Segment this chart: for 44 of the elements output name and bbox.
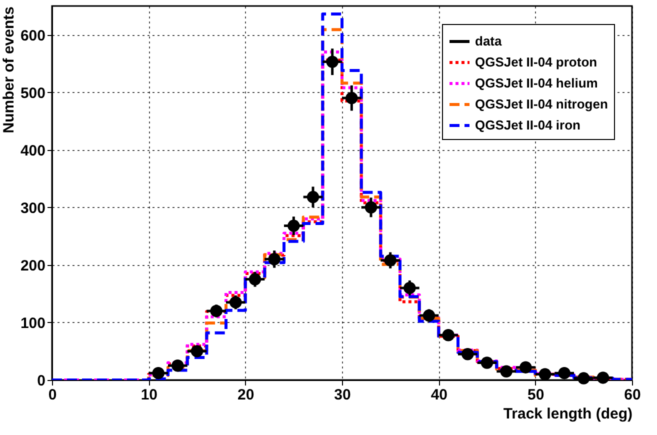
point [210, 304, 222, 318]
y-tick-label: 500 [20, 84, 46, 102]
point [190, 345, 204, 358]
point [500, 365, 512, 378]
x-tick-label: 40 [430, 386, 448, 404]
point [288, 220, 300, 232]
point [248, 273, 262, 286]
point [230, 296, 242, 308]
legend-label: QGSJet II-04 iron [475, 118, 581, 132]
point [152, 366, 164, 380]
x-tick-label: 10 [140, 386, 158, 404]
point [462, 348, 474, 360]
point [268, 253, 280, 266]
point [172, 360, 184, 372]
point [306, 190, 320, 204]
point [384, 254, 396, 266]
legend-label: QGSJet II-04 proton [475, 54, 598, 70]
point [480, 356, 494, 369]
point [558, 366, 570, 380]
point [422, 309, 436, 322]
point [442, 329, 454, 342]
y-tick-label: 300 [20, 200, 46, 217]
x-tick-label: 50 [527, 386, 544, 404]
legend-label: data [475, 34, 502, 48]
point [578, 372, 590, 384]
x-tick-label: 60 [624, 386, 641, 404]
y-tick-label: 200 [20, 257, 46, 274]
point [520, 361, 532, 374]
point [538, 368, 552, 380]
x-tick-label: 30 [334, 386, 351, 404]
x-axis-title: Track length (deg) [503, 406, 632, 422]
y-tick-label: 0 [37, 372, 46, 390]
y-tick-label: 100 [20, 314, 46, 332]
legend-label: QGSJet II-04 helium [475, 76, 598, 90]
point [326, 56, 338, 68]
x-tick-label: 20 [237, 386, 254, 404]
point [404, 282, 416, 294]
point [346, 92, 358, 104]
y-tick-label: 400 [20, 142, 46, 160]
y-axis-title: Number of events [0, 6, 18, 134]
x-tick-label: 0 [48, 386, 57, 404]
legend-label: QGSJet II-04 nitrogen [475, 96, 608, 112]
point [596, 372, 610, 384]
y-tick-label: 600 [20, 27, 46, 44]
